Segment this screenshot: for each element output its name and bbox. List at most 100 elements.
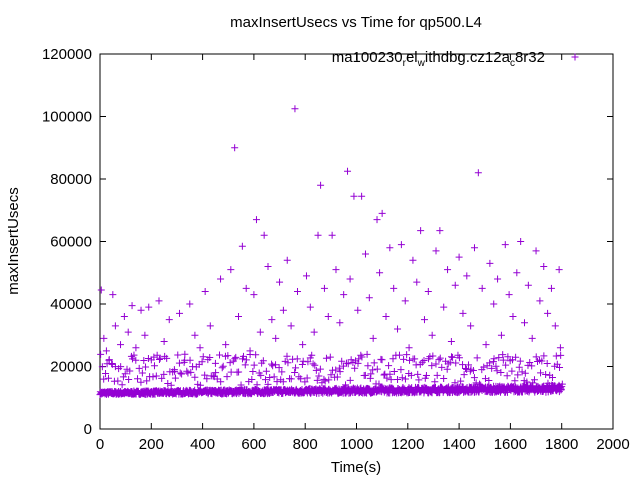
data-point	[428, 362, 436, 370]
data-point	[390, 284, 398, 292]
data-point	[150, 353, 158, 361]
data-point	[260, 231, 268, 239]
data-point	[315, 372, 323, 380]
data-point	[449, 353, 457, 361]
data-point	[364, 362, 372, 370]
data-point	[497, 368, 505, 376]
data-point	[398, 374, 406, 382]
data-point	[242, 356, 250, 364]
data-point	[266, 374, 274, 382]
data-point	[333, 373, 341, 381]
data-point	[548, 373, 556, 381]
data-point	[97, 286, 105, 294]
data-point	[346, 376, 354, 384]
data-point	[249, 367, 257, 375]
data-point	[284, 359, 292, 367]
data-point	[336, 319, 344, 327]
data-point	[175, 359, 183, 367]
x-tick-label: 1000	[340, 436, 373, 453]
data-point	[303, 374, 311, 382]
data-point	[257, 371, 265, 379]
data-point	[155, 356, 163, 364]
data-point	[128, 355, 136, 363]
data-point	[222, 341, 230, 349]
data-point	[436, 354, 444, 362]
data-point	[309, 360, 317, 368]
data-point	[235, 313, 243, 320]
data-point	[538, 357, 546, 365]
data-point	[344, 167, 352, 175]
data-point	[145, 303, 153, 311]
data-point	[370, 359, 378, 367]
data-point	[523, 378, 531, 386]
data-point	[440, 375, 448, 383]
data-point	[440, 303, 448, 311]
data-point	[432, 247, 440, 255]
data-point	[411, 355, 419, 363]
data-point	[420, 316, 428, 324]
data-point	[119, 373, 127, 381]
data-point	[299, 341, 307, 349]
x-tick-label: 1600	[494, 436, 527, 453]
y-tick-label: 60000	[50, 234, 92, 251]
data-point	[482, 341, 490, 349]
data-point	[351, 364, 359, 372]
data-point	[361, 250, 369, 258]
data-point	[232, 353, 240, 361]
data-point	[294, 288, 302, 295]
data-point	[473, 354, 481, 362]
data-point	[457, 377, 465, 385]
data-point	[212, 369, 220, 377]
data-point	[217, 275, 225, 283]
x-tick-label: 600	[241, 436, 266, 453]
data-point	[132, 356, 140, 364]
data-point	[489, 358, 497, 366]
data-point	[238, 242, 246, 250]
y-tick-label: 100000	[42, 109, 92, 126]
data-point	[140, 356, 148, 364]
data-point	[490, 355, 498, 363]
data-point	[283, 256, 291, 264]
data-point	[176, 369, 184, 377]
data-point	[485, 376, 493, 384]
data-point	[155, 297, 163, 305]
data-point	[536, 297, 544, 305]
data-point	[335, 364, 343, 372]
data-point	[417, 227, 425, 235]
data-point	[203, 375, 211, 383]
data-point	[102, 347, 110, 355]
data-point	[276, 278, 284, 286]
legend-marker	[571, 53, 579, 61]
data-point	[164, 379, 172, 387]
data-point	[508, 367, 516, 375]
data-point	[373, 365, 381, 373]
y-tick-label: 40000	[50, 296, 92, 313]
data-point	[389, 355, 397, 363]
data-point	[171, 374, 179, 382]
data-point	[499, 351, 507, 359]
data-point	[183, 367, 191, 375]
data-point	[287, 375, 295, 383]
data-point	[363, 350, 371, 358]
legend: ma100230relwithdbg.cz12ac8r32	[332, 49, 579, 69]
data-point	[196, 381, 204, 389]
data-point	[470, 374, 478, 382]
data-point	[558, 380, 566, 388]
data-point	[524, 281, 532, 289]
data-point	[117, 363, 125, 371]
data-point	[455, 354, 463, 362]
data-point	[414, 370, 422, 378]
data-point	[217, 378, 225, 386]
data-point	[493, 367, 501, 375]
data-point	[436, 227, 444, 235]
data-point	[117, 341, 125, 349]
data-point	[358, 353, 366, 361]
data-point	[385, 362, 393, 370]
data-point	[503, 372, 511, 380]
data-point	[109, 291, 117, 299]
data-point	[532, 247, 540, 255]
data-point	[328, 231, 336, 239]
data-point	[252, 216, 260, 224]
data-point	[248, 375, 256, 383]
data-point	[279, 306, 287, 314]
